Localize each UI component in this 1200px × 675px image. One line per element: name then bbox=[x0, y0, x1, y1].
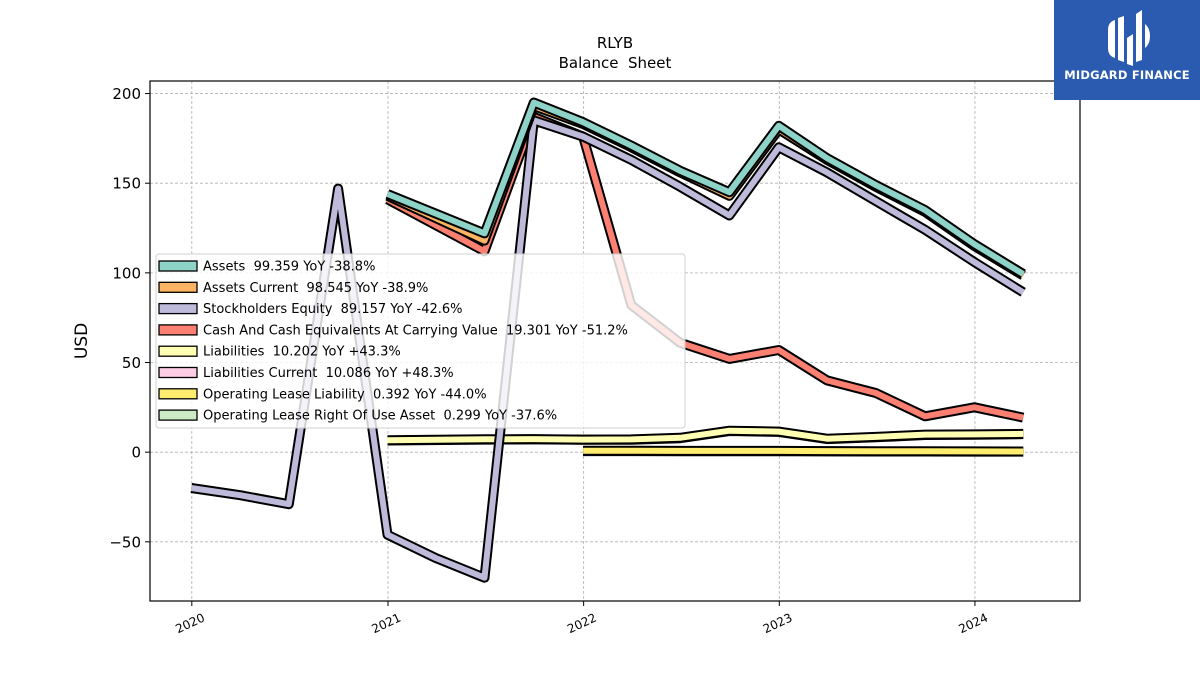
legend-entry: Assets Current 98.545 YoY -38.9% bbox=[203, 281, 428, 296]
legend-swatch bbox=[158, 260, 198, 272]
legend-entry: Operating Lease Right Of Use Asset 0.299… bbox=[203, 409, 557, 424]
legend-entry: Stockholders Equity 89.157 YoY -42.6% bbox=[203, 302, 463, 317]
legend-swatch bbox=[158, 366, 198, 379]
legend-swatch bbox=[158, 281, 198, 293]
y-tick-label: 50 bbox=[122, 354, 141, 372]
brand-name: MIDGARD FINANCE bbox=[1064, 68, 1190, 82]
y-tick-label: 100 bbox=[112, 264, 141, 282]
chart-title: RLYB bbox=[597, 34, 633, 52]
legend-box bbox=[155, 253, 686, 429]
legend-entry: Assets 99.359 YoY -38.8% bbox=[203, 260, 375, 275]
legend-swatch bbox=[158, 409, 198, 421]
legend-entry: Liabilities Current 10.086 YoY +48.3% bbox=[203, 366, 454, 381]
midgard-logo-icon bbox=[1108, 10, 1150, 66]
y-tick-label: 200 bbox=[112, 85, 141, 103]
legend: Assets 99.359 YoY -38.8% Assets Current 9… bbox=[155, 253, 686, 429]
plot-frame bbox=[149, 80, 1081, 602]
series-lines bbox=[190, 97, 1026, 583]
x-tick-label: 2020 bbox=[173, 611, 207, 637]
series-line-operating-lease-liability bbox=[583, 447, 1024, 455]
legend-entry: Liabilities 10.202 YoY +43.3% bbox=[203, 345, 401, 360]
x-tick-label: 2022 bbox=[565, 611, 599, 637]
series-line-stockholders-equity bbox=[190, 117, 1025, 581]
y-tick-label: 0 bbox=[131, 444, 141, 462]
brand-logo: MIDGARD FINANCE bbox=[1054, 0, 1200, 100]
series-line-liabilities bbox=[387, 427, 1024, 444]
y-tick-label: −50 bbox=[109, 533, 141, 551]
series-line-assets bbox=[386, 99, 1025, 277]
legend-swatch bbox=[158, 324, 198, 336]
y-axis-label: USD bbox=[72, 323, 92, 359]
legend-swatch bbox=[158, 302, 198, 315]
legend-swatch bbox=[158, 345, 198, 357]
chart-subtitle: Balance Sheet bbox=[559, 54, 672, 72]
y-tick-label: 150 bbox=[112, 175, 141, 193]
x-tick-label: 2021 bbox=[370, 611, 404, 637]
legend-swatch bbox=[158, 388, 198, 400]
x-tick-label: 2023 bbox=[761, 611, 795, 637]
legend-entry: Operating Lease Liability 0.392 YoY -44.… bbox=[203, 387, 487, 402]
x-tick-label: 2024 bbox=[956, 611, 990, 637]
legend-entry: Cash And Cash Equivalents At Carrying Va… bbox=[203, 323, 628, 338]
